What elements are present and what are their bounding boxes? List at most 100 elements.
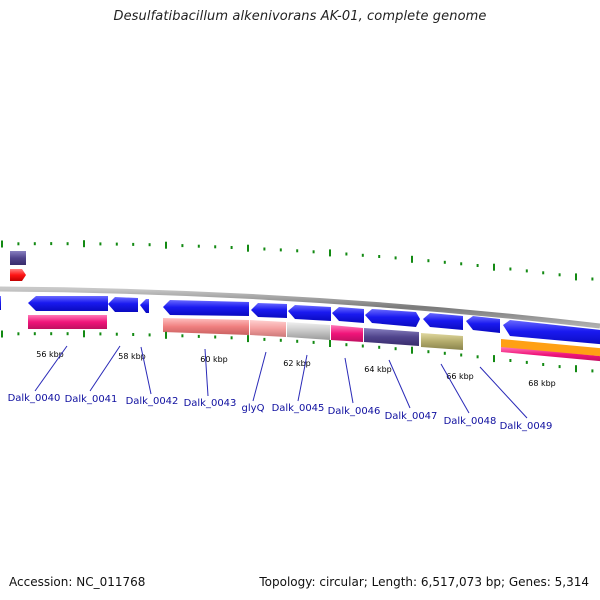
- gene-label[interactable]: Dalk_0046: [328, 406, 381, 417]
- cds-arrow: [466, 316, 500, 333]
- major-tick: [575, 273, 577, 281]
- scale-label: 56 kbp: [36, 350, 64, 359]
- minor-tick: [263, 247, 266, 251]
- cds-track: [0, 296, 600, 345]
- minor-tick: [378, 255, 381, 258]
- gene-label[interactable]: Dalk_0049: [500, 421, 553, 432]
- minor-tick: [33, 332, 36, 336]
- major-tick: [575, 365, 577, 373]
- minor-tick: [525, 269, 528, 273]
- minor-tick: [378, 345, 381, 349]
- minor-tick: [99, 332, 102, 336]
- gene-label[interactable]: glyQ: [242, 403, 265, 414]
- minor-tick: [115, 242, 118, 246]
- cds-arrow: [163, 300, 249, 316]
- cds-arrow: [288, 305, 331, 321]
- minor-tick: [66, 332, 69, 336]
- minor-tick: [214, 245, 217, 249]
- major-tick: [247, 244, 249, 252]
- major-tick: [247, 335, 249, 343]
- minor-tick: [509, 267, 512, 271]
- leader-line: [388, 359, 411, 409]
- minor-tick: [460, 262, 463, 266]
- minor-tick: [312, 340, 315, 344]
- minor-tick: [296, 339, 299, 343]
- major-tick: [493, 263, 495, 271]
- minor-tick: [197, 244, 200, 248]
- feature-box-olive: [421, 333, 463, 350]
- topology-text: Topology: circular; Length: 6,517,073 bp…: [259, 575, 589, 589]
- feature-box-pink: [28, 315, 107, 329]
- leader-line: [297, 354, 308, 402]
- feature-box-light-salmon: [250, 320, 286, 337]
- minor-tick: [279, 338, 282, 342]
- minor-tick: [443, 351, 446, 355]
- feature-box-pink: [501, 347, 600, 362]
- gene-label[interactable]: Dalk_0048: [444, 416, 497, 427]
- minor-tick: [427, 350, 430, 354]
- scale-label: 62 kbp: [283, 359, 311, 368]
- cds-arrow: [140, 299, 149, 313]
- minor-tick: [181, 244, 184, 248]
- cds-arrow: [251, 303, 287, 318]
- leader-line: [34, 345, 68, 392]
- minor-tick: [99, 242, 102, 246]
- cds-arrow: [332, 307, 364, 323]
- major-tick: [83, 240, 85, 248]
- minor-tick: [394, 347, 397, 351]
- minor-tick: [17, 242, 20, 246]
- gene-label[interactable]: Dalk_0040: [8, 393, 61, 404]
- minor-tick: [443, 260, 446, 264]
- minor-tick: [476, 355, 479, 359]
- accession-text: Accession: NC_011768: [9, 575, 146, 589]
- scale-label: 60 kbp: [200, 355, 228, 364]
- scale-label: 64 kbp: [364, 365, 392, 374]
- gene-label[interactable]: Dalk_0042: [126, 396, 179, 407]
- scale-label: 66 kbp: [446, 372, 474, 381]
- minor-tick: [17, 332, 20, 336]
- minor-tick: [558, 365, 561, 369]
- minor-tick: [33, 242, 36, 246]
- minor-tick: [197, 334, 200, 338]
- major-tick: [1, 330, 3, 338]
- gene-label[interactable]: Dalk_0043: [184, 398, 237, 409]
- minor-tick: [263, 337, 266, 341]
- minor-tick: [132, 242, 135, 246]
- leader-line: [479, 366, 528, 419]
- cds-arrow: [503, 320, 600, 345]
- minor-tick: [394, 256, 397, 260]
- feature-box-salmon: [163, 318, 249, 335]
- minor-tick: [558, 273, 561, 277]
- map-title: Desulfatibacillum alkenivorans AK-01, co…: [113, 9, 487, 24]
- minor-tick: [525, 360, 528, 364]
- major-tick: [411, 346, 413, 354]
- feature-box-gray: [287, 322, 330, 340]
- minor-tick: [66, 242, 69, 246]
- leader-line: [140, 346, 152, 395]
- inner-tick-row: [1, 330, 594, 373]
- gene-labels: Dalk_0040 Dalk_0041 Dalk_0042 Dalk_0043 …: [8, 393, 553, 432]
- gene-label[interactable]: Dalk_0045: [272, 403, 325, 414]
- cds-arrow: [108, 297, 138, 312]
- minor-tick: [509, 359, 512, 362]
- leader-line: [204, 348, 209, 397]
- feature-track: [28, 315, 600, 362]
- gene-label[interactable]: Dalk_0047: [385, 411, 438, 422]
- scale-label: 58 kbp: [118, 352, 146, 361]
- major-tick: [165, 241, 167, 249]
- minor-tick: [230, 246, 233, 249]
- minor-tick: [132, 333, 135, 336]
- minor-tick: [181, 334, 184, 338]
- minor-tick: [542, 271, 545, 275]
- minor-tick: [50, 242, 53, 246]
- gene-label[interactable]: Dalk_0041: [65, 394, 118, 405]
- cds-arrow: [28, 296, 108, 311]
- major-tick: [411, 255, 413, 263]
- minor-tick: [312, 250, 315, 254]
- leader-line: [89, 345, 121, 392]
- minor-tick: [230, 336, 233, 340]
- minor-tick: [476, 264, 479, 267]
- scale-label: 68 kbp: [528, 379, 556, 388]
- major-tick: [1, 240, 3, 248]
